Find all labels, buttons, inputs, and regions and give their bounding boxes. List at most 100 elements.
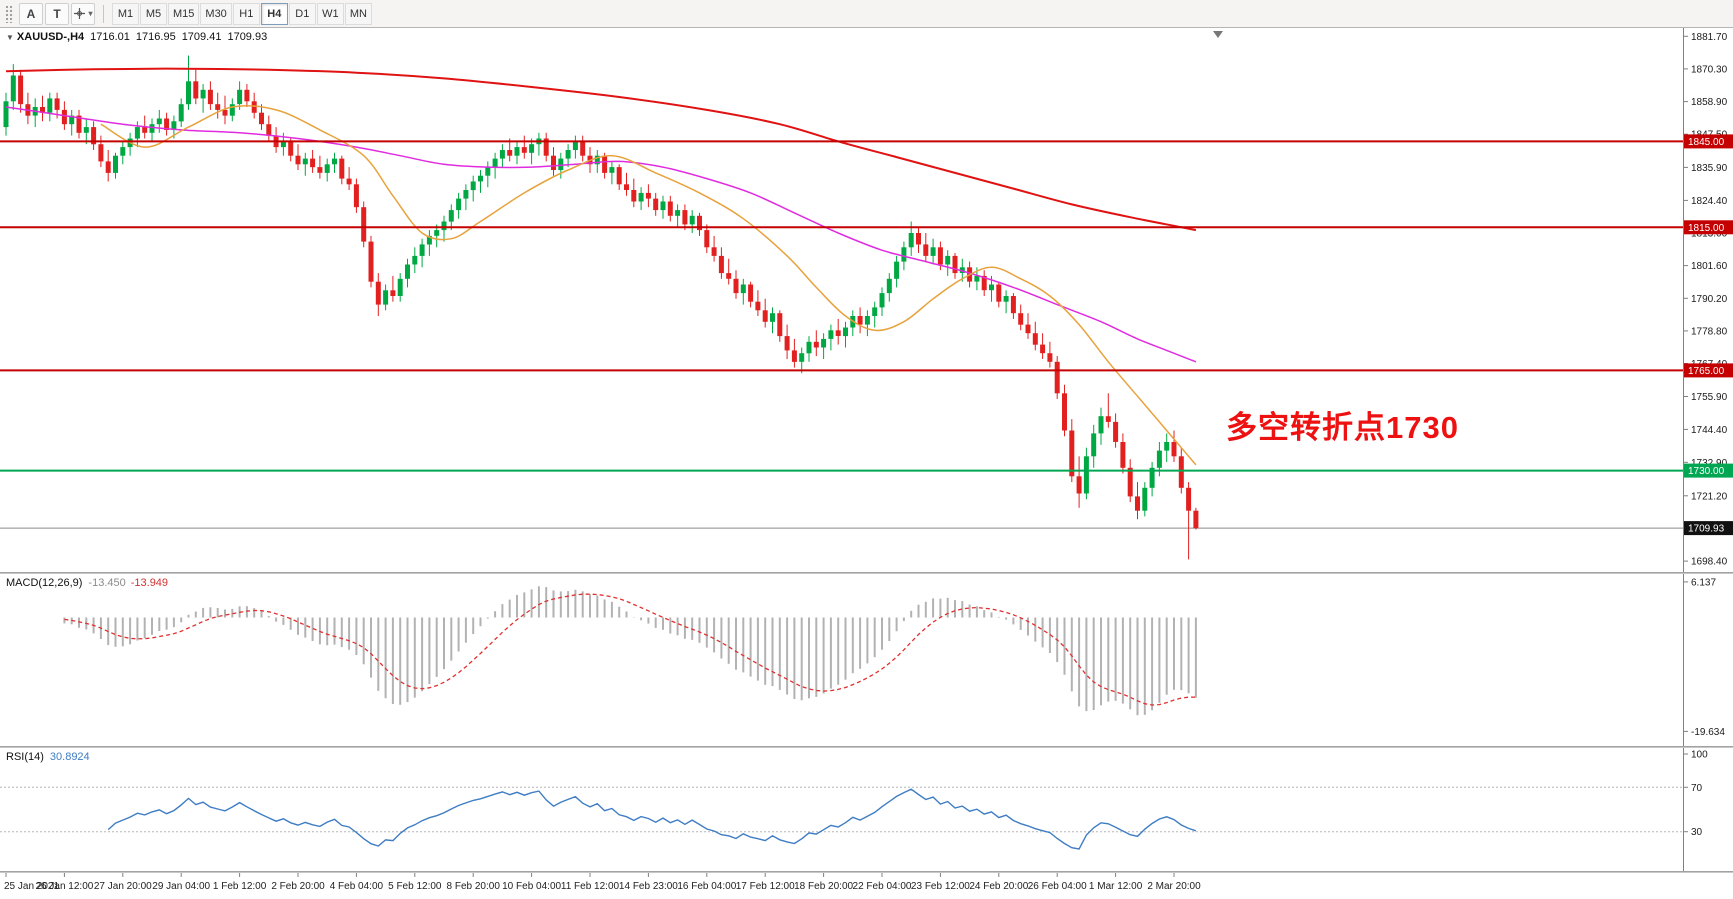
rsi-canvas[interactable]: 100 70 30 xyxy=(0,748,1733,871)
toolbar: A T ▾ M1 M5 M15 M30 H1 H4 D1 W1 MN xyxy=(0,0,1733,28)
candle-body xyxy=(397,278,403,296)
candle-body xyxy=(660,201,666,211)
candle-body xyxy=(667,201,673,216)
candle-body xyxy=(1076,476,1082,494)
candle-body xyxy=(1010,296,1016,314)
macd-value-signal: -13.949 xyxy=(130,577,169,589)
candle-body xyxy=(616,167,622,185)
chart-area: 1881.701870.301858.901847.501835.901824.… xyxy=(0,28,1733,899)
candle-body xyxy=(645,192,651,199)
candle-body xyxy=(521,147,527,153)
timeframe-button-m1[interactable]: M1 xyxy=(112,2,139,25)
macd-value-main: -13.450 xyxy=(88,577,126,589)
text-tool-button[interactable]: T xyxy=(45,2,69,25)
candle-body xyxy=(937,247,943,265)
macd-canvas[interactable]: 6.137 -19.634 xyxy=(0,574,1733,746)
ma-slow-red[interactable] xyxy=(5,67,1197,232)
chart-annotation-text[interactable]: 多空转折点1730 xyxy=(1226,410,1459,445)
candle-body xyxy=(295,155,301,165)
timeframe-button-w1[interactable]: W1 xyxy=(316,2,344,25)
candle-body xyxy=(280,141,286,148)
candle-body xyxy=(507,150,513,156)
candlestick-chart-canvas[interactable]: 1881.701870.301858.901847.501835.901824.… xyxy=(0,28,1733,572)
candle-body xyxy=(499,150,505,159)
time-axis-label: 11 Feb 12:00 xyxy=(561,881,620,892)
candle-body xyxy=(711,247,717,256)
candle-body xyxy=(697,215,702,231)
price-axis-label: 1824.40 xyxy=(1691,196,1728,207)
dropdown-caret-icon: ▾ xyxy=(88,9,93,18)
candle-body xyxy=(178,104,184,122)
candle-body xyxy=(361,207,367,242)
time-axis-label: 16 Feb 04:00 xyxy=(677,881,736,892)
price-line-badge xyxy=(1684,134,1733,149)
candle-body xyxy=(923,244,929,256)
symbol-title: XAUUSD-,H4 xyxy=(16,31,85,43)
candle-body xyxy=(580,141,586,156)
candle-body xyxy=(61,109,67,125)
candle-body xyxy=(164,118,170,130)
ohlc-close: 1709.93 xyxy=(227,31,268,43)
candle-body xyxy=(755,301,761,311)
candle-body xyxy=(594,155,600,165)
candle-body xyxy=(456,198,462,211)
candle-body xyxy=(76,115,82,133)
timeframe-button-h1[interactable]: H1 xyxy=(232,2,260,25)
timeframe-button-mn[interactable]: MN xyxy=(344,2,372,25)
candle-body xyxy=(777,313,783,337)
candle-body xyxy=(1113,421,1119,442)
timeframe-button-m5[interactable]: M5 xyxy=(140,2,167,25)
candle-body xyxy=(624,184,629,190)
candle-body xyxy=(1149,467,1155,488)
collapse-panel-icon[interactable]: ▼ xyxy=(6,33,14,42)
candle-body xyxy=(843,327,848,337)
timeframe-button-m30[interactable]: M30 xyxy=(200,2,232,25)
panel-splitter[interactable] xyxy=(0,746,1733,748)
time-axis-label: 24 Feb 20:00 xyxy=(969,881,1028,892)
time-axis-label: 27 Jan 20:00 xyxy=(94,881,152,892)
candle-body xyxy=(733,278,739,294)
candle-body xyxy=(689,215,695,225)
rsi-label: RSI(14) 30.8924 xyxy=(6,751,90,763)
crosshair-tool-button[interactable]: ▾ xyxy=(71,2,95,25)
time-axis-label: 18 Feb 20:00 xyxy=(794,881,853,892)
candle-body xyxy=(726,273,732,279)
ma-fast-orange[interactable] xyxy=(100,104,1197,466)
timeframe-button-d1[interactable]: D1 xyxy=(288,2,316,25)
crosshair-icon xyxy=(73,7,86,20)
candle-body xyxy=(1178,456,1184,488)
time-axis-label: 29 Jan 04:00 xyxy=(152,881,210,892)
price-axis-label: 1801.60 xyxy=(1691,261,1728,272)
candle-body xyxy=(156,118,162,125)
price-line-badge xyxy=(1684,463,1733,478)
panel-splitter[interactable] xyxy=(0,572,1733,574)
ohlc-high: 1716.95 xyxy=(135,31,176,43)
ma-mid-magenta[interactable] xyxy=(5,106,1197,363)
candle-body xyxy=(952,255,958,274)
toolbar-separator xyxy=(103,4,104,23)
text-label-tool-button[interactable]: A xyxy=(19,2,43,25)
time-axis-label: 10 Feb 04:00 xyxy=(502,881,561,892)
candle-body xyxy=(215,104,221,110)
candle-body xyxy=(478,175,483,182)
toolbar-grip-handle[interactable] xyxy=(5,4,14,23)
candle-body xyxy=(784,336,790,351)
candle-body xyxy=(492,158,498,168)
candle-body xyxy=(419,244,425,256)
candle-body xyxy=(959,267,965,273)
timeframe-button-m15[interactable]: M15 xyxy=(168,2,200,25)
candle-body xyxy=(813,341,819,348)
chart-shift-marker-icon[interactable] xyxy=(1213,31,1223,38)
candle-body xyxy=(426,235,432,245)
time-axis-label: 23 Feb 12:00 xyxy=(911,881,970,892)
timeframe-button-h4[interactable]: H4 xyxy=(260,2,288,25)
candle-body xyxy=(1142,487,1148,511)
candle-body xyxy=(1186,487,1192,511)
rsi-value: 30.8924 xyxy=(49,751,90,763)
panel-splitter[interactable] xyxy=(0,871,1733,873)
ohlc-low: 1709.41 xyxy=(181,31,222,43)
candle-body xyxy=(244,89,250,102)
candle-body xyxy=(638,192,644,202)
